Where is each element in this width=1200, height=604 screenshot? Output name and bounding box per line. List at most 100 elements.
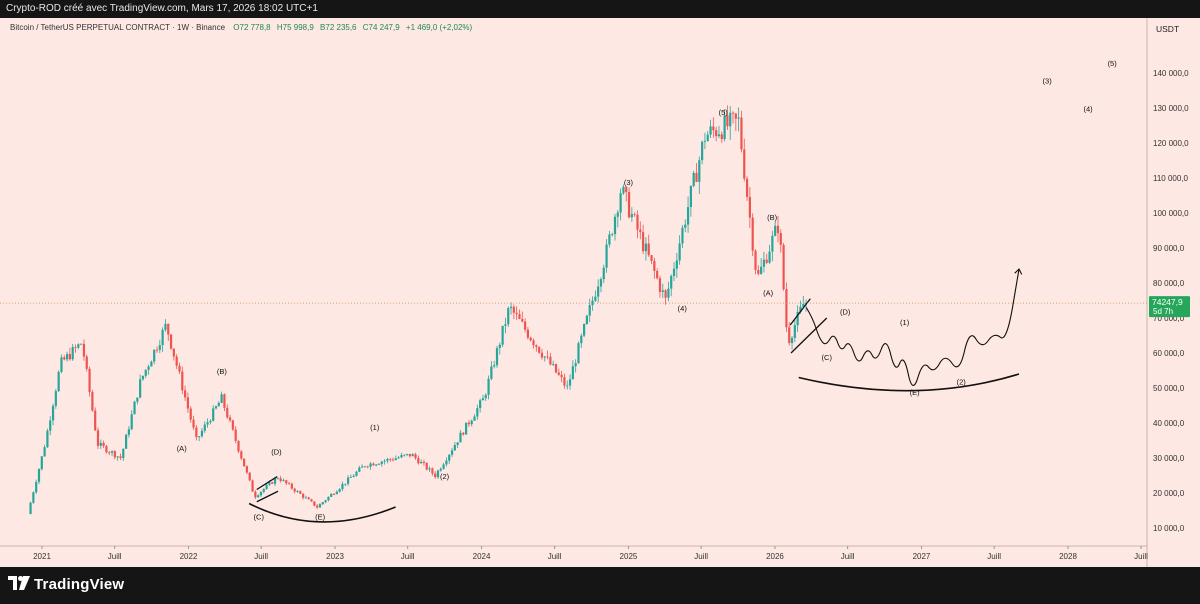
candle-252 (737, 107, 740, 132)
time-tick-1: Juill (108, 552, 122, 561)
wave-label-15: (E) (910, 388, 921, 397)
candle-15 (71, 343, 74, 361)
candle-74 (237, 440, 240, 454)
candle-233 (684, 219, 687, 233)
candle-82 (259, 491, 263, 498)
candle-61 (200, 428, 204, 438)
candle-240 (703, 132, 707, 150)
currency-label[interactable]: USDT (1156, 24, 1179, 34)
candle-216 (636, 210, 639, 239)
candle-200 (591, 296, 594, 311)
wave-label-18: (4) (1083, 105, 1093, 114)
price-axis[interactable]: 10 000,0 20 000,0 30 000,0 40 000,0 50 000,0… (1153, 69, 1189, 533)
candle-94 (293, 487, 296, 494)
candle-232 (681, 225, 684, 249)
candle-185 (549, 352, 552, 366)
candle-206 (608, 230, 611, 248)
brand-name: TradingView (34, 576, 125, 593)
candle-147 (442, 462, 445, 470)
candle-168 (501, 325, 504, 348)
candle-183 (543, 356, 546, 362)
wedge-upper-line-1 (789, 298, 811, 326)
candle-113 (346, 475, 350, 486)
wave-label-2: (C) (254, 512, 265, 521)
candle-270 (788, 321, 791, 346)
wave-label-8: (4) (678, 304, 688, 313)
candle-125 (380, 460, 383, 467)
candle-187 (554, 363, 558, 374)
time-tick-13: Juill (987, 552, 1001, 561)
wave-label-6: (2) (440, 472, 450, 481)
candle-131 (397, 456, 400, 460)
tradingview-logo[interactable]: TradingView (8, 576, 124, 595)
candle-217 (639, 221, 642, 240)
candle-254 (743, 138, 746, 182)
time-tick-7: Juill (548, 552, 562, 561)
candle-32 (119, 453, 122, 460)
candle-230 (675, 252, 678, 278)
candle-144 (434, 471, 437, 479)
candle-134 (405, 453, 409, 457)
price-tick-6: 70 000,0 (1153, 314, 1185, 323)
candle-205 (605, 239, 608, 273)
price-chart[interactable]: (A) (B) (C) (D) (E) (1) (2) (3) (4) (5) (B) (A) (C) (… (0, 18, 1200, 567)
drawings-layer (248, 268, 1023, 523)
candle-210 (619, 188, 622, 221)
candle-36 (130, 410, 133, 431)
candle-27 (105, 444, 108, 454)
wave-label-5: (1) (370, 423, 380, 432)
candle-167 (498, 342, 501, 355)
last-price-badge: 74247,9 5d 7h (1149, 296, 1190, 318)
candle-259 (757, 265, 760, 276)
candle-249 (729, 106, 732, 140)
candle-234 (686, 196, 690, 233)
candle-18 (80, 343, 83, 345)
chart-area[interactable]: (A) (B) (C) (D) (E) (1) (2) (3) (4) (5) (B) (A) (C) (… (0, 18, 1200, 567)
candle-180 (535, 344, 538, 352)
candle-263 (768, 244, 771, 264)
candle-7 (49, 416, 52, 436)
candle-271 (790, 336, 794, 350)
candle-258 (754, 249, 757, 275)
candle-77 (245, 465, 249, 475)
candle-37 (133, 400, 136, 415)
wave-label-13: (D) (840, 308, 851, 317)
candle-56 (186, 392, 190, 413)
candle-273 (796, 305, 799, 332)
candle-78 (248, 472, 251, 482)
candle-3 (37, 468, 41, 485)
candle-67 (217, 401, 220, 407)
candle-96 (299, 490, 302, 495)
wave-label-9: (5) (719, 108, 729, 117)
candle-174 (518, 309, 521, 320)
price-tick-0: 10 000,0 (1153, 524, 1185, 533)
wave-label-12: (C) (822, 353, 833, 362)
candle-55 (184, 385, 187, 401)
symbol-legend[interactable]: Bitcoin / TetherUS PERPETUAL CONTRACT · … (10, 23, 473, 32)
candle-59 (195, 425, 198, 441)
candle-149 (448, 453, 451, 464)
candle-88 (276, 477, 279, 480)
candle-160 (479, 398, 482, 413)
candle-196 (580, 333, 583, 348)
candle-22 (91, 389, 94, 412)
candle-68 (220, 391, 223, 404)
candle-203 (599, 277, 603, 293)
candle-111 (341, 481, 344, 492)
candle-264 (771, 230, 774, 262)
price-tick-13: 140 000,0 (1153, 69, 1189, 78)
candle-141 (425, 462, 428, 471)
time-axis[interactable]: 2021 Juill 2022 Juill 2023 Juill 2024 Juill 2025… (33, 546, 1148, 561)
ohlc-high: H75 998,9 (277, 23, 314, 32)
candle-17 (77, 343, 80, 350)
candle-54 (181, 366, 184, 395)
candle-154 (462, 432, 465, 436)
price-tick-12: 130 000,0 (1153, 104, 1189, 113)
candle-20 (85, 354, 88, 372)
candle-126 (383, 459, 386, 465)
candle-100 (310, 498, 313, 502)
price-tick-9: 100 000,0 (1153, 209, 1189, 218)
time-tick-10: 2026 (766, 552, 784, 561)
candle-116 (355, 470, 358, 477)
candle-93 (290, 482, 293, 490)
